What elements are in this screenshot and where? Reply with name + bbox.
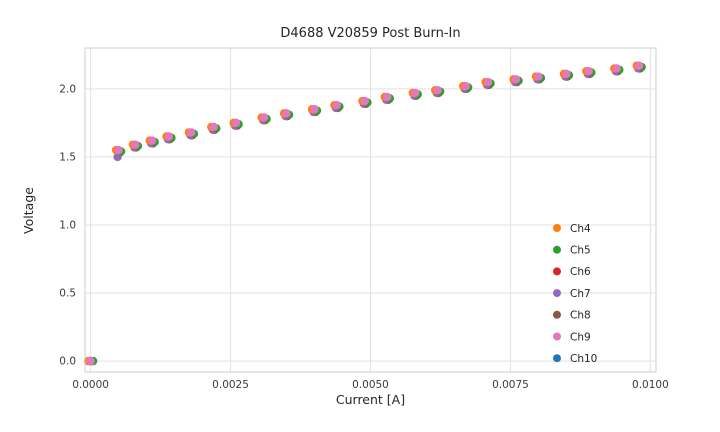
legend-dot-ch10 bbox=[553, 354, 561, 363]
y-tick-label: 1.0 bbox=[59, 219, 76, 231]
legend-dot-ch8 bbox=[553, 310, 561, 319]
data-point-ch9 bbox=[461, 81, 470, 91]
data-point-ch9 bbox=[259, 113, 269, 122]
x-tick-label: 0.0100 bbox=[632, 379, 669, 391]
x-tick-label: 0.0050 bbox=[352, 379, 389, 391]
data-point-ch9 bbox=[411, 88, 420, 98]
data-point-ch9 bbox=[562, 69, 571, 79]
data-point-ch9 bbox=[86, 356, 95, 366]
x-tick-label: 0.0075 bbox=[492, 379, 529, 391]
chart-title: D4688 V20859 Post Burn-In bbox=[280, 26, 461, 41]
data-point-ch9 bbox=[360, 96, 370, 106]
legend-label-ch7: Ch7 bbox=[570, 288, 591, 300]
x-tick-label: 0.0025 bbox=[212, 379, 249, 391]
x-axis-label: Current [A] bbox=[335, 392, 406, 407]
plot-border bbox=[84, 47, 657, 373]
data-point-ch9 bbox=[332, 100, 342, 110]
legend-dot-ch6 bbox=[553, 267, 561, 276]
legend-label-ch4: Ch4 bbox=[570, 223, 591, 235]
y-tick-label: 1.5 bbox=[59, 151, 76, 163]
y-tick-label: 0.5 bbox=[59, 288, 76, 300]
x-tick-label: 0.0000 bbox=[72, 379, 109, 391]
y-tick-label: 2.0 bbox=[59, 83, 76, 95]
data-point-ch9 bbox=[483, 77, 493, 87]
legend-dot-ch4 bbox=[553, 224, 561, 232]
data-point-ch9 bbox=[584, 66, 594, 76]
data-point-ch9 bbox=[433, 86, 442, 95]
data-point-ch9 bbox=[131, 140, 140, 149]
data-point-ch9 bbox=[612, 64, 622, 73]
data-point-ch9 bbox=[231, 118, 241, 128]
data-point-ch9 bbox=[282, 109, 291, 118]
y-tick-label: 0.0 bbox=[59, 356, 76, 368]
legend-label-ch5: Ch5 bbox=[570, 245, 591, 257]
legend-dot-ch5 bbox=[553, 245, 561, 254]
y-axis-label-wrap: Voltage bbox=[18, 48, 38, 372]
legend-label-ch9: Ch9 bbox=[570, 331, 591, 343]
data-point-ch9 bbox=[534, 72, 543, 81]
legend-label-ch8: Ch8 bbox=[570, 310, 591, 322]
data-point-ch9 bbox=[164, 132, 174, 141]
legend-dot-ch7 bbox=[553, 289, 561, 298]
data-point-ch9 bbox=[147, 136, 157, 145]
data-point-ch9 bbox=[187, 128, 196, 137]
legend-label-ch6: Ch6 bbox=[570, 266, 591, 278]
legend-dot-ch9 bbox=[553, 332, 561, 341]
y-axis-label: Voltage bbox=[20, 186, 36, 234]
data-point-ch9 bbox=[310, 105, 319, 114]
data-point-ch9 bbox=[209, 122, 218, 132]
data-point-ch9 bbox=[511, 75, 521, 84]
legend-label-ch10: Ch10 bbox=[570, 353, 597, 365]
data-point-ch9 bbox=[383, 92, 392, 102]
data-point-ch9 bbox=[114, 145, 123, 155]
data-point-ch9 bbox=[635, 61, 644, 70]
